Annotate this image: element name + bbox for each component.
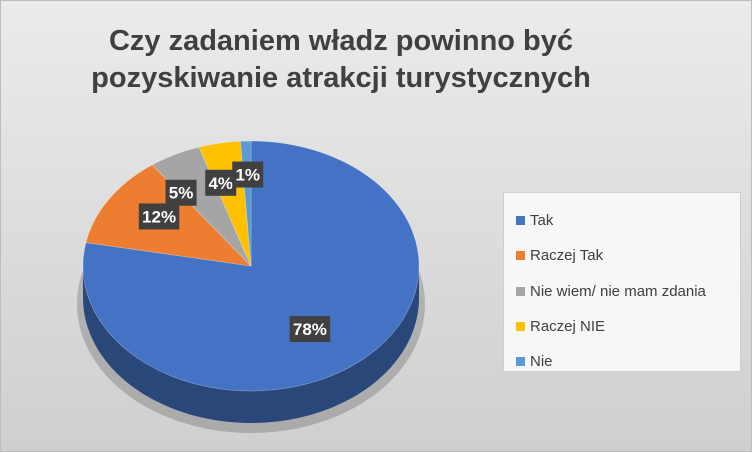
data-label-3: 4%	[205, 169, 237, 196]
chart-legend: Tak Raczej Tak Nie wiem/ nie mam zdania …	[503, 192, 741, 372]
legend-label-nie: Nie	[530, 353, 553, 371]
data-label-box-1	[138, 203, 180, 230]
legend-swatch-tak	[516, 216, 525, 226]
data-label-box-0	[289, 315, 331, 342]
data-label-1: 12%	[138, 203, 180, 230]
legend-swatch-raczej-nie	[516, 322, 525, 332]
legend-swatch-raczej-tak	[516, 251, 525, 261]
data-label-4: 1%	[232, 161, 264, 188]
legend-item-raczej-nie: Raczej NIE	[516, 309, 740, 344]
data-label-text-1: 12%	[142, 207, 176, 226]
data-label-box-3	[205, 169, 237, 196]
chart-title: Czy zadaniem władz powinno być pozyskiwa…	[1, 23, 681, 97]
legend-item-tak: Tak	[516, 203, 740, 238]
legend-label-raczej-nie: Raczej NIE	[530, 318, 606, 336]
legend-swatch-nie	[516, 357, 525, 367]
data-label-box-4	[232, 161, 264, 188]
legend-label-nie-wiem: Nie wiem/ nie mam zdania	[530, 282, 706, 300]
data-label-text-0: 78%	[293, 320, 327, 339]
legend-item-nie-wiem: Nie wiem/ nie mam zdania	[516, 274, 740, 309]
data-label-0: 78%	[289, 315, 331, 342]
chart-title-line-1: Czy zadaniem władz powinno być	[108, 25, 574, 57]
data-label-text-3: 4%	[208, 174, 233, 193]
pie-slice-0	[82, 140, 420, 392]
legend-swatch-nie-wiem	[516, 286, 525, 296]
data-label-box-2	[165, 179, 197, 206]
pie-slice-side-0	[83, 266, 419, 423]
legend-item-raczej-tak: Raczej Tak	[516, 238, 740, 273]
legend-label-raczej-tak: Raczej Tak	[530, 247, 604, 265]
chart-title-line-2: pozyskiwanie atrakcji turystycznych	[91, 62, 591, 94]
legend-label-tak: Tak	[530, 212, 554, 230]
legend-item-nie: Nie	[516, 344, 740, 379]
data-label-2: 5%	[165, 179, 197, 206]
data-label-text-4: 1%	[235, 166, 260, 185]
pie-slice-2	[151, 146, 252, 267]
data-label-text-2: 5%	[169, 184, 194, 203]
